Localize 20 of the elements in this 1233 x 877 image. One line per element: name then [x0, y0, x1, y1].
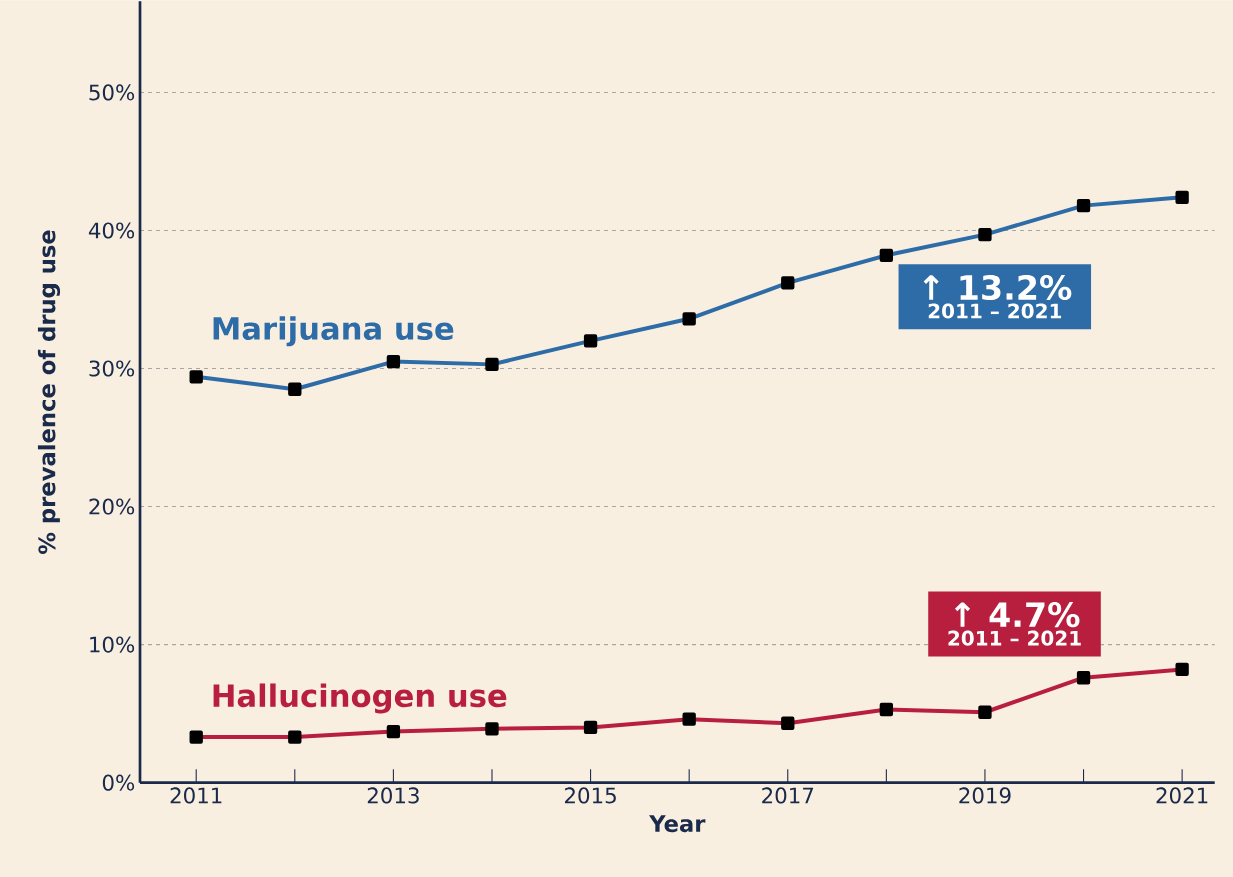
x-axis-title: Year [649, 815, 706, 832]
x-tick-label: 2015 [565, 787, 616, 804]
y-tick-label: 0% [102, 774, 135, 791]
y-tick-label: 10% [90, 636, 135, 653]
annotation: ↑ 13.2% [923, 274, 1072, 300]
y-tick-label: 50% [89, 84, 135, 101]
annotation: 2011 – 2021 [948, 630, 1081, 646]
y-tick-label: 40% [88, 222, 135, 239]
x-tick-label: 2021 [1156, 787, 1208, 804]
series-label: Marijuana use [213, 316, 454, 347]
annotation: 2011 – 2021 [928, 303, 1062, 319]
series-label: Hallucinogen use [213, 683, 507, 714]
y-tick-label: 20% [89, 498, 135, 515]
x-tick-label: 2017 [762, 787, 814, 804]
x-tick-label: 2019 [959, 787, 1011, 804]
y-tick-label: 30% [89, 360, 135, 377]
y-axis-title: % prevalence of drug use [37, 230, 61, 554]
annotation: ↑ 4.7% [954, 601, 1080, 628]
x-tick-label: 2011 [170, 787, 222, 804]
x-tick-label: 2013 [367, 787, 419, 804]
